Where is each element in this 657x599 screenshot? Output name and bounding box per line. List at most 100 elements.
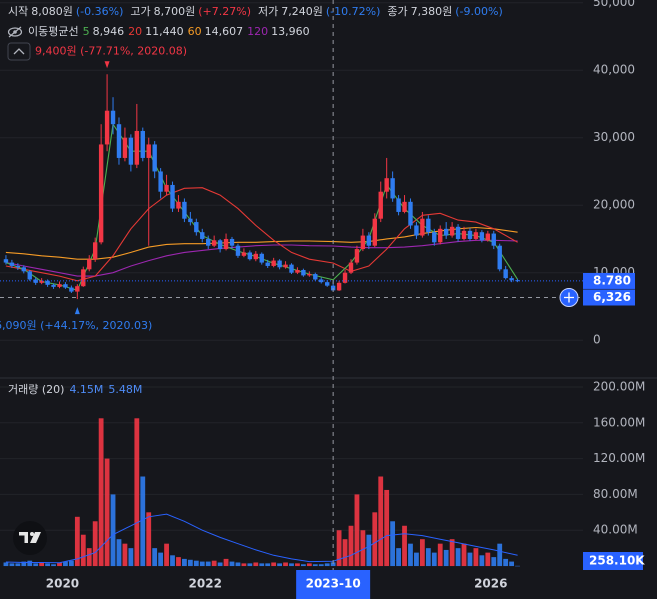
volume-bar <box>312 564 318 567</box>
volume-bar <box>306 563 312 567</box>
candle-body <box>200 232 205 239</box>
x-tick-label: 2022 <box>189 577 222 591</box>
volume-bar <box>74 516 80 567</box>
volume-bar <box>396 548 401 567</box>
volume-bar <box>176 557 181 567</box>
volume-bar <box>384 489 390 567</box>
ma-value: 14,607 <box>205 25 244 38</box>
volume-bar <box>39 562 45 567</box>
volume-last-box <box>583 552 643 570</box>
candle-body <box>75 286 80 292</box>
volume-bar <box>515 565 520 567</box>
candle-body <box>158 171 163 192</box>
candle-body <box>152 144 157 172</box>
candle-body <box>98 144 104 243</box>
candle-body <box>164 184 169 192</box>
candle-body <box>3 259 9 263</box>
y-tick-label: 50,000 <box>593 0 635 9</box>
tradingview-logo[interactable] <box>13 521 47 555</box>
candle-body <box>253 253 259 260</box>
candle-body <box>420 218 425 236</box>
candle-body <box>348 262 354 273</box>
candle-body <box>51 284 56 287</box>
volume-tick-label: 80.00M <box>593 487 638 501</box>
candle-body <box>27 271 32 280</box>
candle-body <box>342 272 348 283</box>
candle-body <box>110 110 116 125</box>
volume-bar <box>134 418 140 567</box>
candle-body <box>414 225 419 236</box>
candle-body <box>307 274 312 276</box>
ohlc-value: 7,240원 <box>281 5 323 18</box>
volume-bar <box>372 512 378 567</box>
volume-bar <box>408 543 413 567</box>
ohlc-change: (-10.72%) <box>326 5 381 18</box>
volume-bar <box>277 563 283 567</box>
y-tick-label: 40,000 <box>593 63 635 77</box>
volume-bar <box>289 563 294 567</box>
volume-bar <box>318 564 324 567</box>
candle-body <box>366 235 372 246</box>
volume-bar <box>187 559 193 567</box>
annotation-arrow <box>74 307 80 315</box>
volume-bar <box>414 552 419 567</box>
volume-bar <box>259 563 265 567</box>
candle-body <box>194 222 199 233</box>
candle-body <box>134 130 140 165</box>
candle-body <box>360 235 366 250</box>
plot-area <box>3 74 520 567</box>
volume-bar <box>241 563 247 567</box>
candle-body <box>170 184 175 209</box>
ohlc-name: 종가 <box>387 5 407 18</box>
crosshair-date-box <box>296 570 371 599</box>
volume-bar <box>80 534 86 567</box>
candle-body <box>396 198 401 212</box>
ohlc-name: 저가 <box>258 5 278 18</box>
volume-bar <box>110 494 116 567</box>
volume-bar <box>300 564 306 567</box>
volume-bar <box>479 555 485 567</box>
volume-bar <box>182 558 187 567</box>
candle-body <box>426 218 431 233</box>
crosshair-price-label: 6,326 <box>593 290 631 304</box>
volume-bar <box>104 458 110 567</box>
add-alert-button[interactable] <box>559 287 579 307</box>
volume-bar <box>247 563 253 567</box>
candle-body <box>301 270 306 276</box>
volume-legend-value: 5.48M <box>108 383 142 396</box>
ma-value: 13,960 <box>271 25 310 38</box>
volume-bar <box>366 534 372 567</box>
candle-body <box>324 282 330 286</box>
candle-body <box>491 233 496 246</box>
candle-body <box>9 262 15 266</box>
annotation-text: 9,400원 (-77.71%, 2020.08) <box>35 44 187 57</box>
volume-bar <box>164 543 169 567</box>
candle-body <box>313 274 318 280</box>
volume-legend: 거래량 (20) 4.15M 5.48M <box>8 383 142 396</box>
volume-bar <box>170 555 175 567</box>
candle-body <box>265 262 270 266</box>
volume-bar <box>122 543 128 567</box>
volume-bar <box>27 560 33 567</box>
volume-tick-label: 40.00M <box>593 523 638 537</box>
candle-body <box>390 178 395 199</box>
candle-body <box>39 280 44 283</box>
candle-body <box>402 201 407 212</box>
indicator-visibility-icon[interactable] <box>7 26 23 38</box>
collapse-legend-button[interactable] <box>7 42 31 61</box>
volume-bar <box>283 562 288 567</box>
volume-bar <box>443 549 449 567</box>
volume-bar <box>63 561 68 567</box>
ma-period: 60 <box>188 25 202 38</box>
volume-bar <box>402 525 407 567</box>
ohlc-change: (+7.27%) <box>198 5 251 18</box>
moving-average-line <box>5 187 518 282</box>
volume-bar <box>491 557 497 567</box>
annotation-text: 6,090원 (+44.17%, 2020.03) <box>0 319 152 332</box>
volume-bar <box>86 548 92 567</box>
ma-period: 20 <box>128 25 142 38</box>
candle-body <box>87 259 92 270</box>
volume-bar <box>45 563 50 567</box>
candle-body <box>211 240 217 246</box>
